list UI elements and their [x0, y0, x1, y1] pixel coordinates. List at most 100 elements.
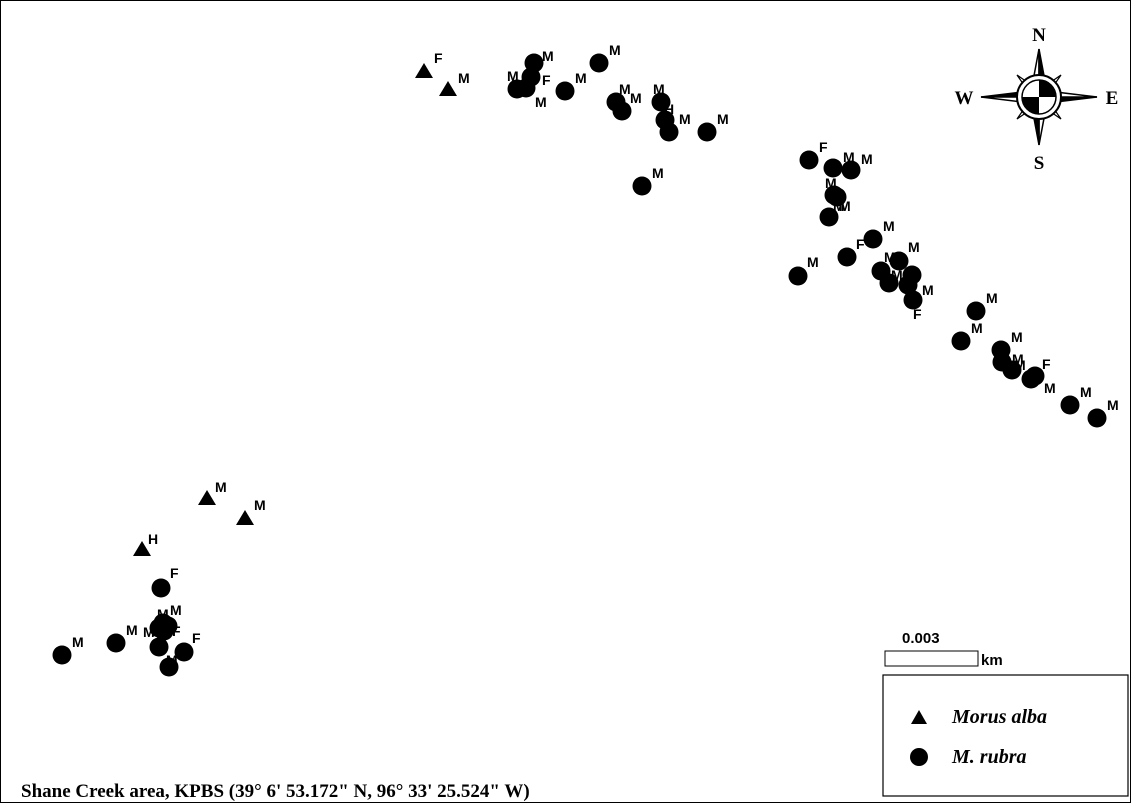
sample-point: M [52, 634, 84, 665]
sample-sex-label: M [1014, 357, 1026, 373]
sample-point: M [841, 151, 873, 180]
sample-sex-label: F [1042, 356, 1051, 372]
scale-bar: 0.003 km [884, 630, 1003, 669]
sample-sex-label: F [913, 306, 922, 322]
sample-point: M [612, 90, 642, 121]
m-rubra-circle-marker [1060, 395, 1080, 415]
m-rubra-circle-marker [827, 187, 847, 207]
sample-sex-label: M [630, 90, 642, 106]
sample-sex-label: M [833, 198, 845, 214]
legend-label-m-rubra: M. rubra [951, 746, 1026, 768]
m-rubra-circle-marker [863, 229, 883, 249]
compass-rose-icon: N S W E [955, 25, 1119, 174]
m-rubra-circle-marker [788, 266, 808, 286]
sample-sex-label: M [652, 165, 664, 181]
compass-south-label: S [1034, 153, 1045, 174]
sample-sex-label: F [542, 72, 551, 88]
sample-point: M [159, 652, 179, 677]
sample-sex-label: M [619, 81, 631, 97]
sample-point: M [1087, 397, 1119, 428]
sample-point: M [879, 267, 903, 293]
sample-sex-label: M [922, 282, 934, 298]
sample-sex-label: M [843, 149, 855, 165]
morus-alba-triangle-marker [198, 490, 216, 505]
sample-point: M [966, 290, 998, 321]
m-rubra-circle-marker [879, 273, 899, 293]
m-rubra-circle-marker [1087, 408, 1107, 428]
sample-sex-label: M [609, 42, 621, 58]
m-rubra-circle-marker [898, 275, 918, 295]
legend-label-morus-alba: Morus alba [951, 706, 1047, 728]
morus-alba-triangle-marker [415, 63, 433, 78]
sample-sex-label: M [215, 479, 227, 495]
m-rubra-circle-marker [174, 642, 194, 662]
sample-sex-label: H [664, 101, 674, 117]
legend-circle-icon [910, 748, 928, 766]
sample-point: M [889, 239, 920, 271]
sample-sex-label: M [1080, 384, 1092, 400]
sample-sex-label: M [904, 266, 916, 282]
compass-north-label: N [1032, 25, 1046, 46]
m-rubra-circle-marker [837, 247, 857, 267]
scale-bar-unit: km [981, 652, 1003, 669]
sample-sex-label: M [908, 239, 920, 255]
map-caption: Shane Creek area, KPBS (39° 6' 53.172" N… [21, 781, 530, 802]
sample-point: F [174, 630, 201, 662]
m-rubra-circle-marker [106, 633, 126, 653]
sample-point: M [439, 70, 470, 96]
morus-alba-triangle-marker [133, 541, 151, 556]
m-rubra-circle-marker [151, 578, 171, 598]
sample-sex-label: M [535, 94, 547, 110]
sample-point: M [827, 187, 851, 214]
sample-point: F [837, 236, 865, 267]
m-rubra-circle-marker [659, 122, 679, 142]
sample-sex-label: F [434, 50, 443, 66]
m-rubra-circle-marker [841, 160, 861, 180]
compass-east-label: E [1106, 88, 1119, 109]
sample-point: M [823, 149, 855, 178]
sample-point: M [651, 81, 671, 112]
sample-point: M [236, 497, 266, 525]
sample-sex-label: M [170, 602, 182, 618]
sample-point: F [154, 621, 181, 641]
m-rubra-circle-marker [612, 101, 632, 121]
scale-bar-value: 0.003 [902, 630, 940, 647]
sample-sex-label: M [883, 218, 895, 234]
sample-point: M [1060, 384, 1092, 415]
compass-west-label: W [955, 88, 974, 109]
m-rubra-circle-marker [1021, 369, 1041, 389]
sample-sex-label: M [986, 290, 998, 306]
sample-point: M [149, 635, 169, 657]
sample-sex-label: M [157, 606, 169, 622]
sample-point: M [1002, 357, 1026, 380]
sample-sex-label: M [861, 151, 873, 167]
m-rubra-circle-marker [52, 645, 72, 665]
sample-point: M [659, 111, 691, 142]
m-rubra-circle-marker [1002, 360, 1022, 380]
sample-sex-label: M [717, 111, 729, 127]
legend-triangle-icon [911, 710, 927, 724]
sample-point: M [516, 78, 547, 110]
sample-point: F [151, 565, 179, 598]
sample-point: M [819, 198, 845, 227]
sample-point: F [799, 139, 828, 170]
sample-sex-label: F [172, 623, 181, 639]
sample-sex-label: M [1044, 380, 1056, 396]
map-legend: Morus alba M. rubra [882, 674, 1129, 797]
sample-sex-label: M [575, 70, 587, 86]
m-rubra-circle-marker [516, 78, 536, 98]
sample-point: F [903, 290, 923, 322]
sample-point: M [898, 266, 918, 295]
sample-point: M [198, 479, 227, 505]
m-rubra-circle-marker [889, 251, 909, 271]
sample-sex-label: M [653, 81, 665, 97]
sample-sex-label: F [856, 236, 865, 252]
m-rubra-circle-marker [149, 637, 169, 657]
sample-sex-label: M [884, 249, 896, 265]
sample-sex-label: M [1107, 397, 1119, 413]
m-rubra-circle-marker [651, 92, 671, 112]
sample-sex-label: M [825, 175, 837, 191]
sample-sex-label: M [507, 68, 519, 84]
m-rubra-circle-marker [951, 331, 971, 351]
